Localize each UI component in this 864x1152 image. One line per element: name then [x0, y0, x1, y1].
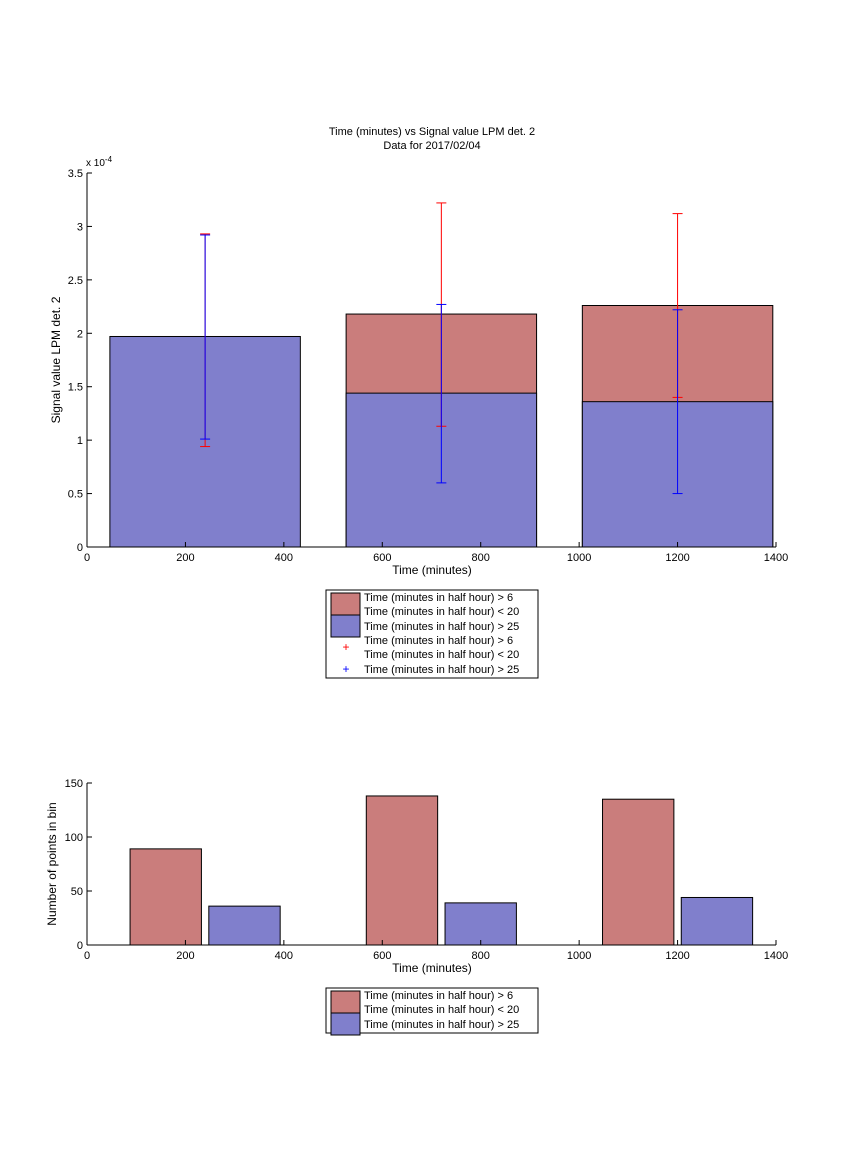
y-axis-label: Signal value LPM det. 2: [49, 296, 63, 423]
legend-bottom: Time (minutes in half hour) > 6 Time (mi…: [325, 987, 539, 1036]
y-tick-label: 2: [77, 328, 83, 340]
y-tick-label: 0: [77, 940, 83, 952]
x-tick-label: 800: [472, 950, 490, 962]
legend-entry: Time (minutes in half hour) > 25: [364, 1019, 519, 1031]
legend-swatch-red: [330, 990, 361, 1014]
count-bars: [129, 795, 754, 946]
legend-swatch-red: [330, 592, 361, 616]
legend-entry: Time (minutes in half hour) < 20: [364, 649, 519, 661]
chart-subtitle: Data for 2017/02/04: [383, 140, 480, 152]
count-chart: 0 200 400 600 800 1000 1200 1400 0 50 100 150 Time …: [45, 778, 789, 1036]
legend-entry: Time (minutes in half hour) > 6: [364, 990, 513, 1002]
y-tick-label: 0: [77, 542, 83, 554]
count-axes: 0 200 400 600 800 1000 1200 1400 0 50 100 150: [65, 778, 789, 962]
y-tick-label: 50: [71, 886, 83, 898]
legend-entry: Time (minutes in half hour) > 6: [364, 592, 513, 604]
bar-red: [365, 795, 439, 946]
x-tick-label: 1200: [665, 950, 689, 962]
legend-entry: Time (minutes in half hour) > 25: [364, 621, 519, 633]
y-tick-label: 100: [65, 832, 83, 844]
legend-box: [325, 987, 539, 1034]
legend-swatch-blue: [330, 1012, 361, 1036]
bar-blue: [208, 905, 281, 946]
legend-entry: Time (minutes in half hour) > 6: [364, 635, 513, 647]
x-axis-label: Time (minutes): [392, 563, 472, 577]
x-tick-label: 600: [373, 552, 391, 564]
x-tick-label: 0: [84, 950, 90, 962]
legend-swatch-blue: [330, 614, 361, 638]
chart-title: Time (minutes) vs Signal value LPM det. …: [329, 126, 535, 138]
y-axis-label: Number of points in bin: [45, 802, 59, 925]
x-axis-label: Time (minutes): [392, 961, 472, 975]
bar-blue: [444, 902, 517, 946]
signal-axes: 0 200 400 600 800 1000 1200 1400 0 0.5 1 1.5 2 2.5 3 3.…: [68, 168, 789, 564]
y-tick-label: 2.5: [68, 275, 83, 287]
y-tick-label: 1.5: [68, 382, 83, 394]
x-tick-label: 800: [472, 552, 490, 564]
x-tick-label: 1400: [764, 950, 788, 962]
y-tick-label: 0.5: [68, 489, 83, 501]
x-tick-label: 200: [176, 552, 194, 564]
y-tick-label: 1: [77, 435, 83, 447]
legend-entry: Time (minutes in half hour) > 25: [364, 664, 519, 676]
y-exponent-base: x 10: [86, 158, 105, 169]
legend-top: + + Time (minutes in half hour) > 6 Time…: [325, 589, 539, 679]
y-tick-label: 3: [77, 221, 83, 233]
signal-chart: Time (minutes) vs Signal value LPM det. …: [49, 126, 789, 679]
bar-blue: [680, 896, 754, 946]
x-tick-label: 1000: [567, 552, 591, 564]
bar-red: [129, 848, 202, 946]
x-tick-label: 1200: [665, 552, 689, 564]
y-tick-label: 3.5: [68, 168, 83, 180]
x-tick-label: 400: [275, 552, 293, 564]
signal-errorbars: [200, 202, 683, 495]
y-exponent-label: x 10-4: [86, 155, 113, 169]
y-exponent-power: -4: [105, 155, 113, 164]
legend-box: [325, 589, 539, 679]
legend-marker-blue: +: [342, 662, 349, 676]
x-tick-label: 400: [275, 950, 293, 962]
legend-entry: Time (minutes in half hour) < 20: [364, 606, 519, 618]
y-tick-label: 150: [65, 778, 83, 790]
x-tick-label: 0: [84, 552, 90, 564]
x-tick-label: 1000: [567, 950, 591, 962]
x-tick-label: 1400: [764, 552, 788, 564]
legend-marker-red: +: [342, 640, 349, 654]
bar-red: [602, 798, 675, 946]
legend-entry: Time (minutes in half hour) < 20: [364, 1004, 519, 1016]
x-tick-label: 200: [176, 950, 194, 962]
x-tick-label: 600: [373, 950, 391, 962]
